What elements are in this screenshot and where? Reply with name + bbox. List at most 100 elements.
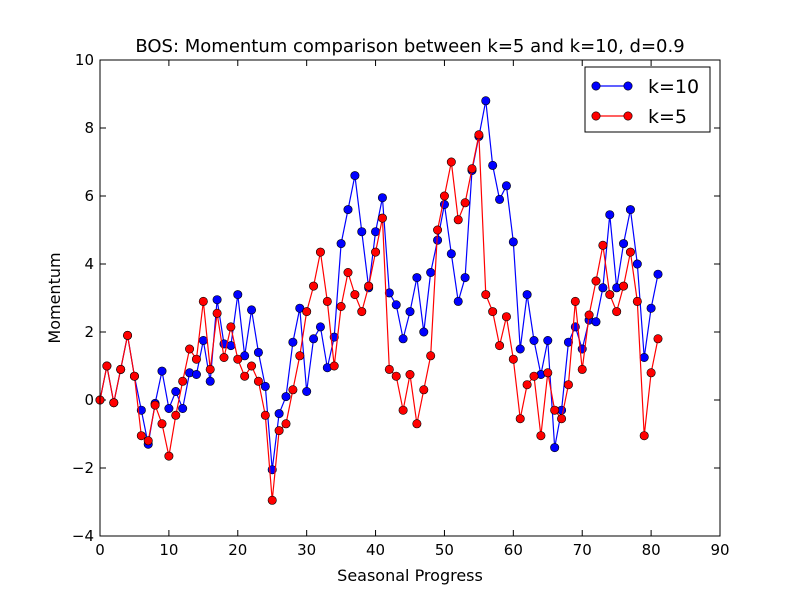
x-tick-label: 60 bbox=[504, 541, 523, 559]
data-point-k5 bbox=[364, 281, 374, 291]
data-point-k5 bbox=[584, 310, 594, 320]
data-point-k5 bbox=[612, 307, 622, 317]
data-point-k5 bbox=[233, 354, 243, 364]
x-tick-label: 20 bbox=[228, 541, 247, 559]
chart-title: BOS: Momentum comparison between k=5 and… bbox=[135, 36, 684, 57]
data-point-k5 bbox=[501, 312, 511, 322]
x-tick-label: 50 bbox=[435, 541, 454, 559]
data-point-k10 bbox=[198, 335, 208, 345]
data-point-k10 bbox=[515, 344, 525, 354]
x-axis-label: Seasonal Progress bbox=[337, 566, 483, 585]
y-tick-label: 4 bbox=[84, 255, 94, 273]
data-point-k10 bbox=[336, 239, 346, 249]
data-point-k5 bbox=[309, 281, 319, 291]
data-point-k10 bbox=[508, 237, 518, 247]
data-point-k10 bbox=[412, 273, 422, 283]
data-point-k5 bbox=[639, 431, 649, 441]
data-point-k10 bbox=[281, 392, 291, 402]
data-point-k10 bbox=[481, 96, 491, 106]
series-k10 bbox=[95, 96, 663, 475]
data-point-k5 bbox=[577, 364, 587, 374]
x-tick-label: 80 bbox=[642, 541, 661, 559]
data-point-k5 bbox=[281, 419, 291, 429]
data-point-k10 bbox=[625, 205, 635, 215]
data-point-k5 bbox=[563, 380, 573, 390]
data-point-k10 bbox=[357, 227, 367, 237]
legend-entry-k10: k=10 bbox=[591, 76, 699, 98]
series-layer bbox=[95, 96, 663, 505]
data-point-k10 bbox=[529, 335, 539, 345]
data-point-k5 bbox=[240, 371, 250, 381]
data-point-k10 bbox=[598, 283, 608, 293]
legend-marker-k5-right bbox=[623, 111, 633, 121]
data-point-k5 bbox=[357, 307, 367, 317]
data-point-k5 bbox=[191, 354, 201, 364]
data-point-k10 bbox=[288, 337, 298, 347]
data-point-k10 bbox=[605, 210, 615, 220]
data-point-k5 bbox=[536, 431, 546, 441]
data-point-k5 bbox=[557, 414, 567, 424]
data-point-k10 bbox=[639, 352, 649, 362]
data-point-k10 bbox=[446, 249, 456, 259]
data-point-k10 bbox=[212, 295, 222, 305]
plot-frame bbox=[99, 59, 721, 537]
data-point-k5 bbox=[433, 225, 443, 235]
data-point-k5 bbox=[274, 426, 284, 436]
data-point-k5 bbox=[315, 247, 325, 257]
data-point-k5 bbox=[219, 352, 229, 362]
axis-ticks: 0 10 20 30 40 50 60 70 80 90 −4 −2 0 2 4 6 8 10 bbox=[72, 51, 730, 559]
data-point-k10 bbox=[488, 160, 498, 170]
data-point-k10 bbox=[260, 381, 270, 391]
data-point-k10 bbox=[329, 332, 339, 342]
data-point-k10 bbox=[384, 288, 394, 298]
data-point-k5 bbox=[205, 364, 215, 374]
data-point-k5 bbox=[198, 296, 208, 306]
data-point-k10 bbox=[178, 403, 188, 413]
data-point-k5 bbox=[377, 213, 387, 223]
data-point-k10 bbox=[426, 267, 436, 277]
data-point-k10 bbox=[315, 322, 325, 332]
data-point-k10 bbox=[405, 307, 415, 317]
data-point-k10 bbox=[419, 327, 429, 337]
data-point-k10 bbox=[136, 405, 146, 415]
data-point-k5 bbox=[143, 436, 153, 446]
data-point-k5 bbox=[508, 354, 518, 364]
data-point-k10 bbox=[253, 347, 263, 357]
data-point-k10 bbox=[350, 171, 360, 181]
data-point-k10 bbox=[247, 305, 257, 315]
data-point-k5 bbox=[605, 290, 615, 300]
legend-entry-k5: k=5 bbox=[591, 106, 687, 128]
data-point-k5 bbox=[336, 301, 346, 311]
data-point-k5 bbox=[412, 419, 422, 429]
legend-label-k10: k=10 bbox=[648, 76, 699, 98]
x-tick-label: 10 bbox=[159, 541, 178, 559]
data-point-k5 bbox=[157, 419, 167, 429]
data-point-k10 bbox=[309, 334, 319, 344]
data-point-k5 bbox=[226, 322, 236, 332]
data-point-k10 bbox=[171, 386, 181, 396]
data-point-k5 bbox=[371, 247, 381, 257]
data-point-k10 bbox=[274, 409, 284, 419]
data-point-k5 bbox=[632, 296, 642, 306]
data-point-k10 bbox=[646, 303, 656, 313]
data-point-k5 bbox=[116, 364, 126, 374]
data-point-k10 bbox=[501, 181, 511, 191]
data-point-k5 bbox=[646, 368, 656, 378]
data-point-k5 bbox=[598, 240, 608, 250]
data-point-k5 bbox=[481, 290, 491, 300]
data-point-k10 bbox=[495, 194, 505, 204]
data-point-k10 bbox=[453, 296, 463, 306]
series-k5 bbox=[95, 130, 663, 505]
data-point-k5 bbox=[446, 157, 456, 167]
data-point-k5 bbox=[150, 400, 160, 410]
data-point-k10 bbox=[205, 376, 215, 386]
data-point-k5 bbox=[460, 198, 470, 208]
x-tick-label: 70 bbox=[573, 541, 592, 559]
data-point-k10 bbox=[343, 205, 353, 215]
data-point-k10 bbox=[619, 239, 629, 249]
data-point-k10 bbox=[302, 386, 312, 396]
data-point-k5 bbox=[109, 398, 119, 408]
data-point-k5 bbox=[550, 405, 560, 415]
data-point-k5 bbox=[212, 308, 222, 318]
y-tick-label: 2 bbox=[84, 323, 94, 341]
